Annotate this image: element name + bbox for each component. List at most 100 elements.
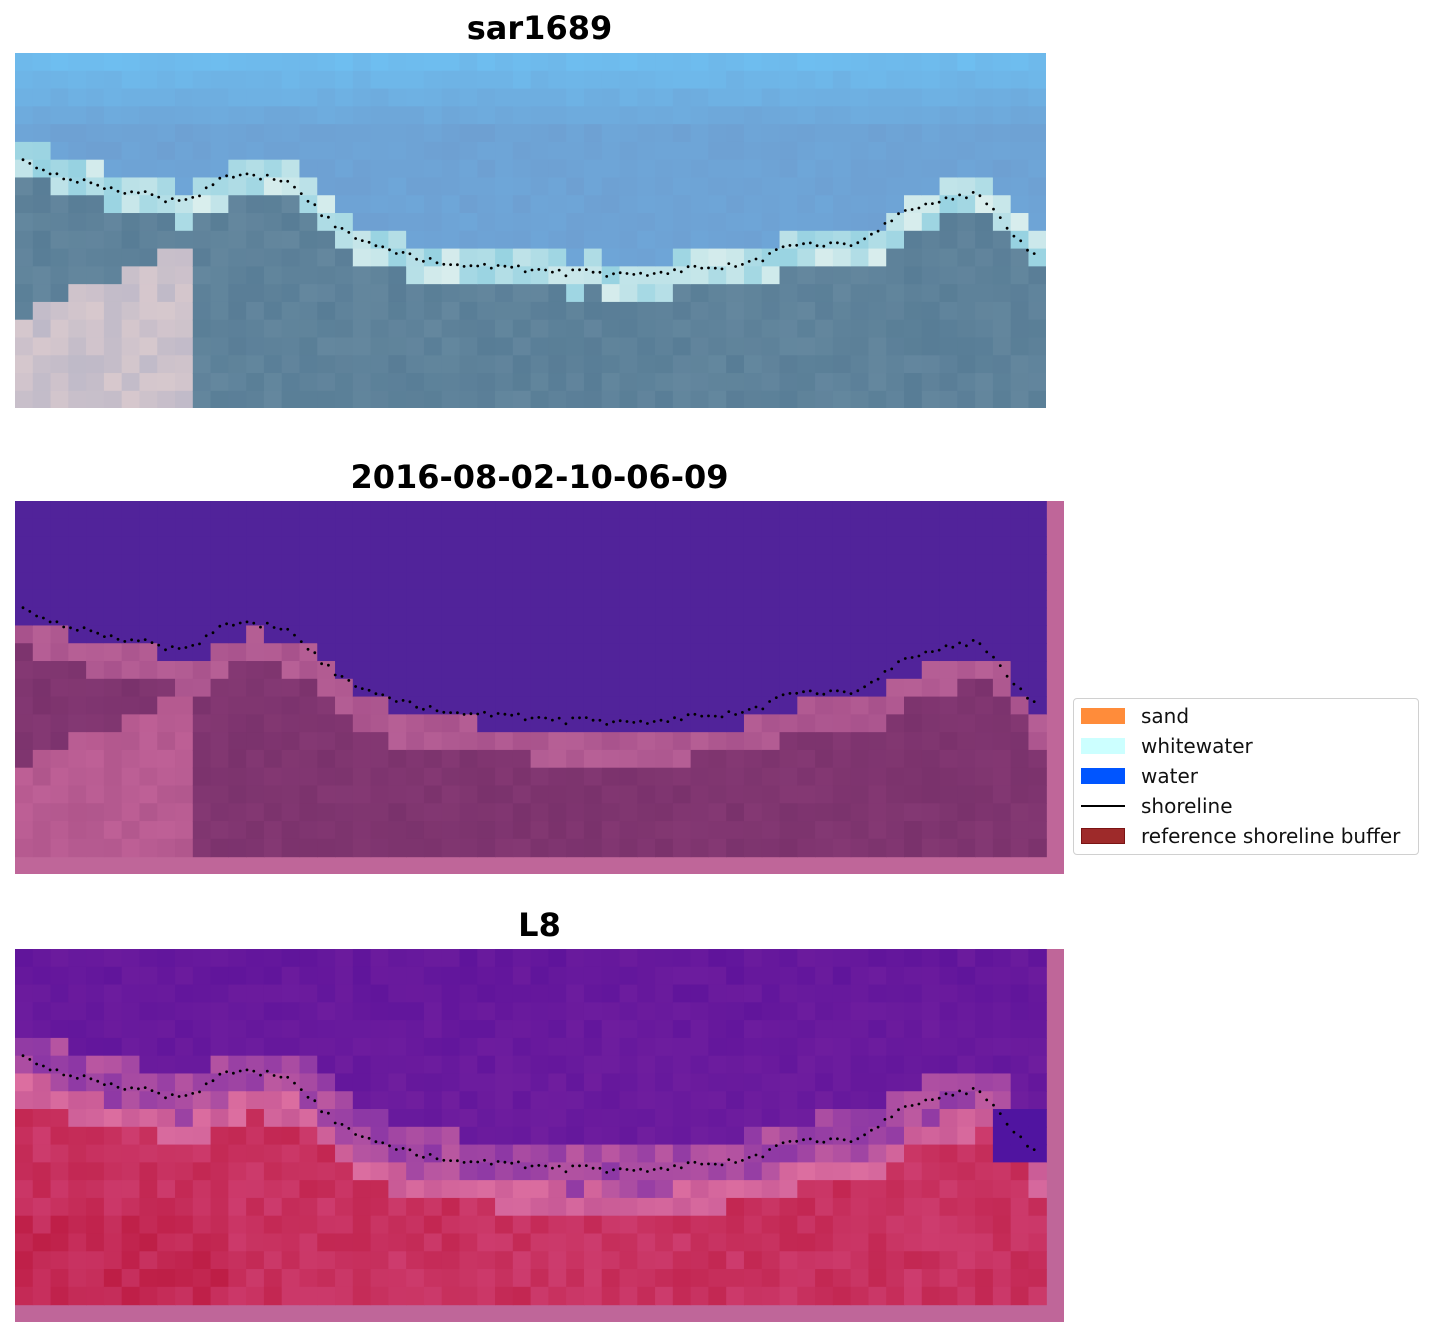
image-pixel bbox=[317, 373, 336, 392]
image-pixel bbox=[708, 319, 727, 339]
image-pixel bbox=[904, 696, 923, 715]
image-pixel bbox=[175, 1144, 194, 1163]
image-pixel bbox=[477, 106, 496, 125]
image-pixel bbox=[726, 301, 745, 321]
shoreline-dot bbox=[293, 633, 296, 637]
image-pixel bbox=[495, 1002, 514, 1021]
image-pixel bbox=[388, 625, 407, 644]
image-pixel bbox=[459, 696, 478, 715]
image-pixel bbox=[850, 373, 870, 392]
image-pixel bbox=[530, 554, 549, 573]
image-pixel bbox=[566, 1055, 585, 1075]
image-pixel bbox=[50, 749, 69, 769]
image-pixel bbox=[281, 607, 301, 627]
image-pixel bbox=[50, 159, 69, 179]
image-pixel bbox=[210, 678, 229, 698]
image-pixel bbox=[726, 607, 745, 627]
image-pixel bbox=[939, 1002, 958, 1021]
image-pixel bbox=[335, 732, 354, 751]
image-pixel bbox=[388, 213, 407, 232]
image-pixel bbox=[868, 266, 887, 285]
shoreline-dot bbox=[218, 1072, 222, 1076]
image-pixel bbox=[495, 749, 514, 769]
image-pixel bbox=[175, 1286, 194, 1306]
image-pixel bbox=[157, 643, 176, 662]
image-pixel bbox=[566, 355, 585, 374]
image-pixel bbox=[619, 53, 638, 72]
image-pixel bbox=[423, 984, 443, 1003]
image-pixel bbox=[975, 1215, 994, 1235]
image-pixel bbox=[690, 696, 710, 715]
image-pixel bbox=[761, 1109, 781, 1128]
image-pixel bbox=[743, 1180, 763, 1199]
image-pixel bbox=[992, 1002, 1012, 1021]
image-pixel bbox=[904, 1020, 923, 1039]
image-pixel bbox=[175, 643, 194, 662]
image-pixel bbox=[637, 1180, 656, 1199]
image-pixel bbox=[335, 248, 354, 267]
image-pixel bbox=[957, 1162, 976, 1181]
image-pixel bbox=[886, 1002, 905, 1021]
shoreline-dot bbox=[35, 1062, 38, 1066]
image-pixel bbox=[832, 1073, 852, 1092]
image-pixel bbox=[886, 373, 905, 392]
image-pixel bbox=[921, 607, 941, 627]
image-pixel bbox=[228, 589, 247, 609]
image-pixel bbox=[619, 1037, 638, 1057]
image-pixel bbox=[815, 355, 834, 374]
image-pixel bbox=[761, 159, 781, 179]
image-pixel bbox=[15, 1037, 34, 1057]
image-pixel bbox=[281, 767, 301, 787]
image-pixel bbox=[939, 1144, 958, 1163]
image-pixel bbox=[832, 1162, 852, 1181]
image-pixel bbox=[423, 1109, 443, 1128]
image-pixel bbox=[921, 732, 941, 751]
image-pixel bbox=[832, 1269, 852, 1288]
image-pixel bbox=[726, 319, 745, 339]
legend-item-shoreline: shoreline bbox=[1081, 794, 1233, 818]
image-pixel bbox=[904, 373, 923, 392]
image-pixel bbox=[1010, 661, 1030, 680]
image-pixel bbox=[352, 501, 372, 520]
shoreline-dot bbox=[686, 1161, 690, 1165]
image-pixel bbox=[157, 1037, 176, 1057]
shoreline-dot bbox=[265, 173, 269, 177]
image-pixel bbox=[370, 141, 389, 161]
image-pixel bbox=[352, 572, 372, 591]
image-pixel bbox=[388, 53, 407, 72]
image-pixel bbox=[121, 337, 141, 356]
image-pixel bbox=[299, 572, 318, 591]
image-pixel bbox=[477, 1073, 496, 1092]
image-pixel bbox=[121, 696, 141, 715]
image-pixel bbox=[672, 838, 692, 858]
image-pixel bbox=[708, 678, 727, 698]
image-pixel bbox=[477, 141, 496, 161]
image-pixel bbox=[690, 1269, 710, 1288]
image-pixel bbox=[175, 1020, 194, 1039]
image-pixel bbox=[992, 390, 1012, 408]
shoreline-dot bbox=[666, 272, 670, 275]
image-pixel bbox=[797, 337, 816, 356]
image-pixel bbox=[655, 213, 674, 232]
image-pixel bbox=[566, 248, 585, 267]
image-pixel bbox=[637, 301, 656, 321]
image-pixel bbox=[779, 625, 798, 644]
image-pixel bbox=[975, 266, 994, 285]
shoreline-dot bbox=[931, 650, 934, 653]
shoreline-dot bbox=[408, 1148, 412, 1152]
legend-item-whitewater: whitewater bbox=[1081, 734, 1253, 758]
image-pixel bbox=[726, 177, 745, 196]
image-pixel bbox=[441, 589, 461, 609]
image-pixel bbox=[886, 785, 905, 804]
image-pixel bbox=[797, 643, 816, 662]
image-pixel bbox=[68, 1180, 87, 1199]
image-pixel bbox=[370, 1286, 389, 1306]
shoreline-dot bbox=[218, 624, 222, 628]
image-pixel bbox=[299, 1269, 318, 1288]
image-pixel bbox=[815, 390, 834, 408]
image-pixel bbox=[957, 643, 976, 662]
image-pixel bbox=[370, 572, 389, 591]
image-pixel bbox=[15, 749, 34, 769]
image-pixel bbox=[50, 373, 69, 392]
image-pixel bbox=[299, 159, 318, 179]
